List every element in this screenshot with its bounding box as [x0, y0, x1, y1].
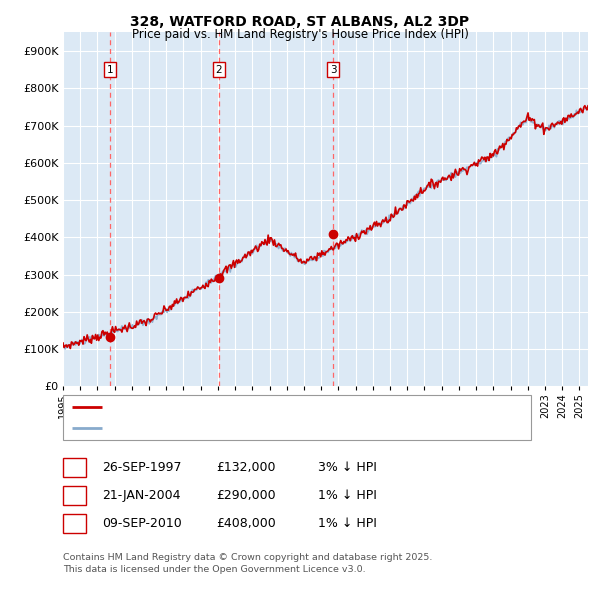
Text: 1: 1	[107, 65, 113, 75]
Text: 2: 2	[215, 65, 222, 75]
Text: £290,000: £290,000	[216, 489, 275, 502]
Text: 328, WATFORD ROAD, ST ALBANS, AL2 3DP (semi-detached house): 328, WATFORD ROAD, ST ALBANS, AL2 3DP (s…	[108, 402, 458, 412]
Text: HPI: Average price, semi-detached house, St Albans: HPI: Average price, semi-detached house,…	[108, 422, 379, 432]
Text: 2: 2	[70, 489, 79, 502]
Text: 3: 3	[330, 65, 337, 75]
Text: 328, WATFORD ROAD, ST ALBANS, AL2 3DP: 328, WATFORD ROAD, ST ALBANS, AL2 3DP	[130, 15, 470, 29]
Text: 26-SEP-1997: 26-SEP-1997	[102, 461, 182, 474]
Text: £408,000: £408,000	[216, 517, 276, 530]
Text: 1% ↓ HPI: 1% ↓ HPI	[318, 489, 377, 502]
Text: 3: 3	[70, 517, 79, 530]
Text: 09-SEP-2010: 09-SEP-2010	[102, 517, 182, 530]
Text: 1% ↓ HPI: 1% ↓ HPI	[318, 517, 377, 530]
Text: 3% ↓ HPI: 3% ↓ HPI	[318, 461, 377, 474]
Text: 21-JAN-2004: 21-JAN-2004	[102, 489, 181, 502]
Text: Contains HM Land Registry data © Crown copyright and database right 2025.
This d: Contains HM Land Registry data © Crown c…	[63, 553, 433, 574]
Text: Price paid vs. HM Land Registry's House Price Index (HPI): Price paid vs. HM Land Registry's House …	[131, 28, 469, 41]
Text: £132,000: £132,000	[216, 461, 275, 474]
Text: 1: 1	[70, 461, 79, 474]
